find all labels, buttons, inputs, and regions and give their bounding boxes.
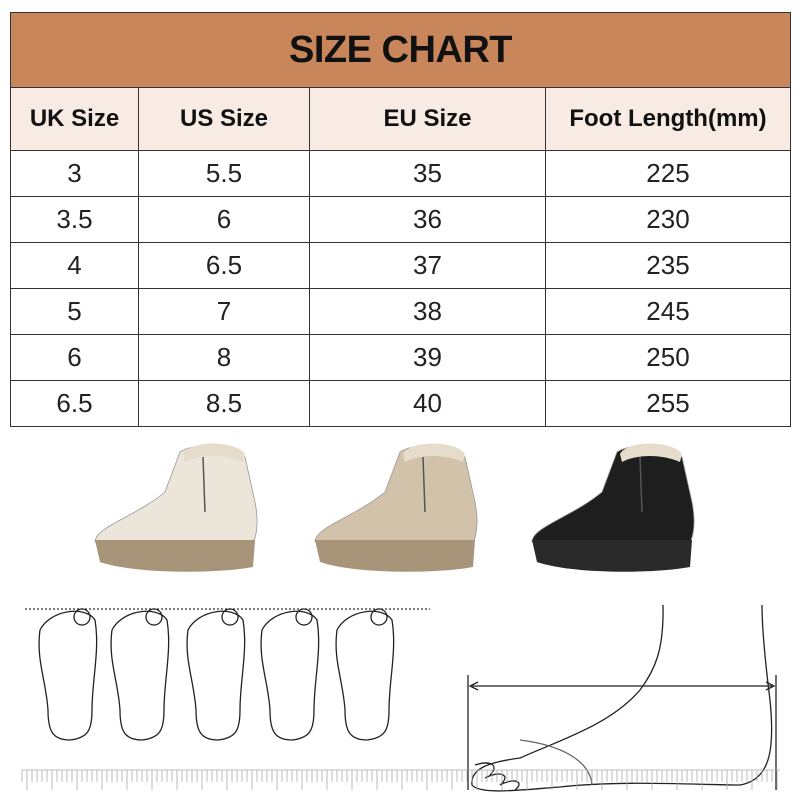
table-row: 4 6.5 37 235	[10, 242, 791, 289]
header-row: UK Size US Size EU Size Foot Length(mm)	[10, 87, 791, 151]
side-foot-icon	[471, 604, 773, 792]
foot-measurement-diagram	[21, 604, 780, 792]
uk-size-cell: 4	[10, 242, 139, 289]
eu-size-cell: 36	[309, 196, 546, 243]
eu-size-cell: 35	[309, 150, 546, 197]
header-us-size: US Size	[138, 87, 310, 151]
us-size-cell: 8.5	[138, 380, 310, 427]
product-photos	[94, 443, 695, 572]
footprint-outline	[335, 610, 395, 741]
foot-length-cell: 255	[545, 380, 791, 427]
boot-black	[531, 443, 695, 572]
foot-length-cell: 225	[545, 150, 791, 197]
uk-size-cell: 5	[10, 288, 139, 335]
ruler	[21, 769, 780, 790]
foot-length-cell: 250	[545, 334, 791, 381]
us-size-cell: 7	[138, 288, 310, 335]
table-row: 5 7 38 245	[10, 288, 791, 335]
us-size-cell: 6.5	[138, 242, 310, 289]
foot-length-cell: 235	[545, 242, 791, 289]
us-size-cell: 5.5	[138, 150, 310, 197]
eu-size-cell: 37	[309, 242, 546, 289]
footprint-outline	[186, 610, 246, 741]
big-toe	[370, 608, 388, 626]
uk-size-cell: 3	[10, 150, 139, 197]
big-toe	[221, 608, 239, 626]
header-foot-length: Foot Length(mm)	[545, 87, 791, 151]
eu-size-cell: 39	[309, 334, 546, 381]
table-row: 6.5 8.5 40 255	[10, 380, 791, 427]
header-uk-size: UK Size	[10, 87, 139, 151]
eu-size-cell: 38	[309, 288, 546, 335]
table-row: 6 8 39 250	[10, 334, 791, 381]
eu-size-cell: 40	[309, 380, 546, 427]
uk-size-cell: 6	[10, 334, 139, 381]
uk-size-cell: 3.5	[10, 196, 139, 243]
us-size-cell: 8	[138, 334, 310, 381]
boot-beige	[94, 443, 258, 572]
foot-shapes	[38, 608, 395, 741]
boot-khaki	[314, 443, 478, 572]
footprint-outline	[38, 610, 98, 741]
footprint-outline	[260, 610, 320, 741]
size-chart-table: SIZE CHART UK Size US Size EU Size Foot …	[10, 12, 791, 427]
us-size-cell: 6	[138, 196, 310, 243]
table-row: 3.5 6 36 230	[10, 196, 791, 243]
big-toe	[145, 608, 163, 626]
big-toe	[295, 608, 313, 626]
uk-size-cell: 6.5	[10, 380, 139, 427]
foot-length-cell: 245	[545, 288, 791, 335]
header-eu-size: EU Size	[309, 87, 546, 151]
foot-length-cell: 230	[545, 196, 791, 243]
table-row: 3 5.5 35 225	[10, 150, 791, 197]
size-chart-title: SIZE CHART	[10, 12, 791, 88]
footprint-outline	[110, 610, 170, 741]
arrow-heads-icon	[468, 681, 776, 691]
big-toe	[73, 608, 91, 626]
